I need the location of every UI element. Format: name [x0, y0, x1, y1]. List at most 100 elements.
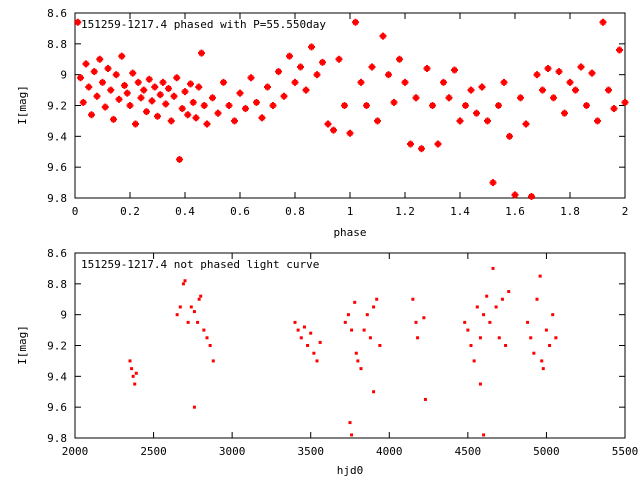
- data-point: [197, 297, 201, 301]
- x-tick-label: 1.8: [560, 205, 580, 218]
- data-point: [302, 86, 310, 94]
- data-point: [176, 155, 183, 163]
- data-point: [186, 320, 190, 324]
- data-point: [175, 313, 179, 317]
- data-point: [173, 74, 181, 82]
- data-point: [297, 63, 304, 71]
- data-point: [178, 105, 186, 113]
- data-point: [396, 55, 403, 63]
- data-point: [88, 111, 95, 119]
- data-point: [195, 83, 203, 91]
- data-point: [594, 117, 601, 125]
- data-point: [189, 98, 197, 106]
- y-tick-label: 9.6: [47, 161, 67, 174]
- data-point: [280, 92, 288, 100]
- data-point: [411, 297, 415, 301]
- data-point: [482, 313, 486, 317]
- data-point: [354, 351, 358, 355]
- y-axis-label-top: I[mag]: [16, 85, 29, 125]
- data-point: [315, 359, 319, 363]
- data-point: [134, 371, 138, 375]
- data-point: [183, 279, 187, 283]
- data-point: [236, 89, 244, 97]
- data-point: [208, 344, 212, 347]
- data-point: [324, 120, 332, 128]
- x-tick-label: 3500: [297, 445, 324, 458]
- y-axis-label-bottom: I[mag]: [16, 325, 29, 365]
- data-point: [312, 351, 316, 355]
- data-point: [422, 316, 426, 320]
- data-point: [440, 78, 447, 86]
- data-point: [429, 102, 436, 109]
- data-point: [555, 68, 563, 76]
- data-point: [330, 126, 337, 134]
- data-point: [548, 344, 552, 347]
- data-point: [110, 115, 117, 123]
- data-point: [357, 78, 365, 86]
- data-point: [189, 305, 193, 309]
- data-point: [286, 52, 293, 60]
- data-point: [599, 18, 607, 26]
- x-tick-label: 0.2: [120, 205, 140, 218]
- data-point: [131, 374, 135, 378]
- data-point: [299, 336, 303, 340]
- data-point: [484, 117, 491, 125]
- data-point: [148, 97, 156, 105]
- data-point: [306, 344, 310, 347]
- data-point: [478, 382, 482, 386]
- data-point: [162, 100, 170, 108]
- data-point: [96, 55, 104, 63]
- data-point: [554, 336, 558, 340]
- data-point: [137, 94, 145, 102]
- data-point: [258, 114, 266, 122]
- data-point: [199, 294, 203, 298]
- data-point: [264, 83, 271, 91]
- x-tick-label: 2: [622, 205, 629, 218]
- data-point: [414, 320, 418, 324]
- axis-ticks-top: 0 0.2 0.4 0.6 0.8 1 1.2 1.4 1.6 1.8 2 8.6 8.8 9 9.2 9.4…: [47, 7, 628, 218]
- data-point: [82, 60, 90, 68]
- data-point: [121, 81, 128, 89]
- axis-ticks-bottom: 2000 2500 3000 3500 4000 4500 5000 5500 8.6 8.8 9 9…: [47, 247, 638, 458]
- data-point: [202, 328, 206, 332]
- x-tick-label: 5000: [533, 445, 560, 458]
- data-point: [167, 117, 175, 125]
- data-point: [341, 102, 348, 109]
- data-point: [123, 89, 131, 97]
- data-point: [544, 65, 552, 72]
- data-point: [225, 102, 233, 109]
- data-point: [538, 274, 542, 278]
- x-tick-label: 4000: [376, 445, 403, 458]
- data-point: [506, 132, 513, 140]
- data-point: [504, 344, 508, 347]
- data-point: [385, 71, 392, 79]
- data-points-top: [74, 18, 629, 200]
- data-point: [165, 85, 172, 93]
- data-point: [79, 98, 87, 106]
- data-point: [401, 78, 409, 86]
- data-point: [544, 328, 548, 332]
- x-tick-label: 0.6: [230, 205, 250, 218]
- data-point: [495, 102, 502, 109]
- data-point: [500, 297, 504, 301]
- data-point: [583, 102, 590, 109]
- data-point: [378, 344, 382, 347]
- x-tick-label: 1: [347, 205, 354, 218]
- data-point: [485, 294, 489, 298]
- data-point: [203, 120, 211, 128]
- data-point: [577, 63, 585, 71]
- y-tick-label: 9: [60, 309, 67, 322]
- data-point: [293, 320, 297, 324]
- data-point: [319, 58, 326, 66]
- data-point: [200, 102, 208, 109]
- data-point: [296, 328, 300, 332]
- data-point: [488, 320, 492, 324]
- data-point: [507, 290, 511, 294]
- data-point: [365, 313, 369, 317]
- data-point: [309, 331, 313, 335]
- data-point: [462, 102, 469, 109]
- data-point: [77, 74, 84, 82]
- data-point: [85, 83, 93, 91]
- plot-frame-top: [74, 12, 626, 199]
- data-point: [375, 297, 379, 301]
